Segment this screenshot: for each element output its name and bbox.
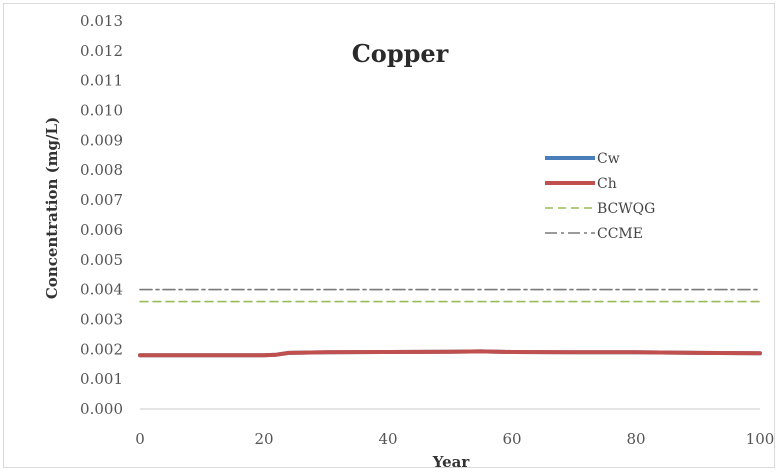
y-tick-label: 0.004 [80, 281, 123, 299]
y-tick-label: 0.010 [80, 102, 123, 120]
x-axis-title: Year [432, 453, 471, 471]
y-tick-label: 0.007 [80, 191, 123, 209]
y-tick-label: 0.011 [80, 72, 123, 90]
y-tick-label: 0.005 [80, 251, 123, 269]
x-tick-label: 80 [626, 430, 645, 448]
y-tick-label: 0.008 [80, 161, 123, 179]
legend-label-ch: Ch [597, 176, 617, 192]
chart-title: Copper [352, 39, 449, 68]
y-tick-label: 0.012 [80, 42, 123, 60]
x-tick-label: 40 [378, 430, 397, 448]
x-tick-label: 100 [746, 430, 775, 448]
y-axis-title: Concentration (mg/L) [43, 117, 61, 299]
x-tick-label: 0 [135, 430, 145, 448]
x-tick-label: 20 [254, 430, 273, 448]
y-tick-label: 0.003 [80, 310, 123, 328]
y-tick-label: 0.002 [80, 340, 123, 358]
y-tick-label: 0.013 [80, 12, 123, 30]
x-tick-label: 60 [502, 430, 521, 448]
legend-label-ccme: CCME [597, 226, 643, 242]
y-tick-label: 0.006 [80, 221, 123, 239]
chart-frame [3, 3, 775, 468]
y-tick-label: 0.009 [80, 131, 123, 149]
y-tick-label: 0.000 [80, 400, 123, 418]
y-tick-label: 0.001 [80, 370, 123, 388]
series-layer [138, 288, 762, 358]
legend-label-bcwqg: BCWQG [597, 201, 655, 217]
series-line-ch [138, 349, 762, 358]
legend-label-cw: Cw [597, 151, 620, 167]
legend: Cw Ch BCWQG CCME [545, 151, 655, 242]
x-axis-ticks: 0 20 40 60 80 100 [135, 430, 774, 448]
y-axis-ticks: 0.000 0.001 0.002 0.003 0.004 0.005 0.006 0.007… [80, 12, 123, 418]
